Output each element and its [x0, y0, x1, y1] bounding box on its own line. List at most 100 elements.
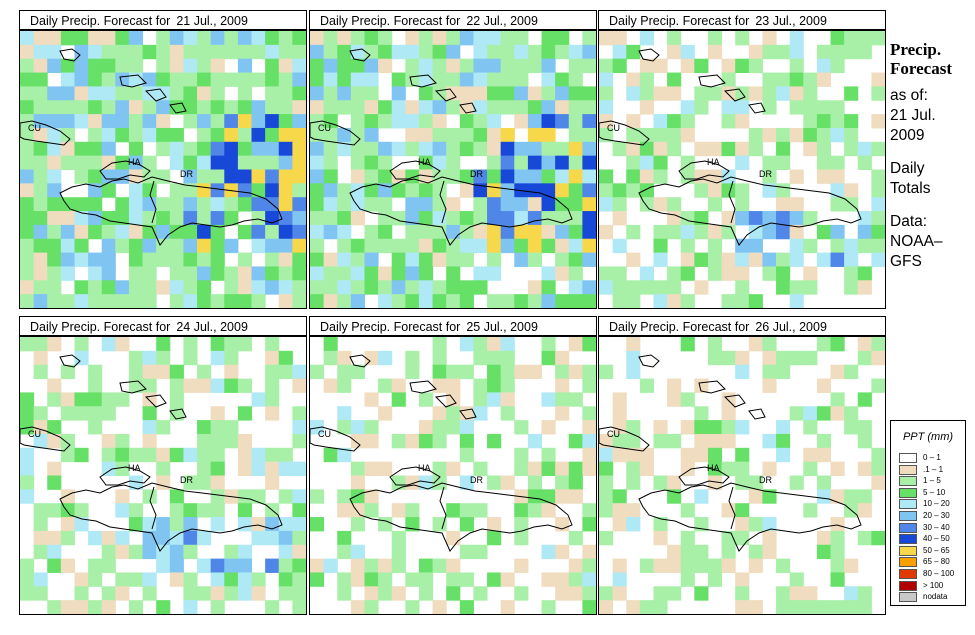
precip-cell	[197, 72, 212, 87]
precip-cell	[47, 183, 62, 198]
precip-cell	[694, 280, 709, 295]
precip-cell	[487, 530, 502, 546]
precip-cell	[364, 600, 379, 614]
precip-cell	[707, 141, 723, 157]
forecast-panel-5: Daily Precip. Forecast for 25 Jul., 2009 …	[309, 316, 597, 616]
precip-cell	[568, 392, 583, 407]
precip-cell	[197, 586, 212, 601]
precip-cell	[816, 544, 832, 560]
precip-cell	[857, 266, 872, 281]
precip-cell	[128, 100, 144, 115]
precip-cell	[169, 238, 184, 254]
precip-cell	[446, 31, 461, 46]
island-outline	[434, 394, 457, 408]
precip-cell	[612, 558, 627, 573]
precip-cell	[169, 31, 184, 46]
precip-cell	[816, 447, 832, 463]
precip-cell	[142, 447, 157, 463]
precip-cell	[735, 503, 750, 518]
precip-cell	[735, 238, 750, 254]
precip-cell	[337, 238, 352, 254]
precip-cell	[60, 392, 75, 407]
precip-cell	[432, 100, 447, 115]
legend-swatch	[899, 522, 917, 533]
precip-cell	[626, 224, 641, 240]
precip-cell	[278, 252, 293, 267]
precip-cell	[183, 44, 198, 60]
precip-cell	[169, 572, 184, 587]
precip-cell	[169, 100, 184, 115]
precip-cell	[748, 489, 763, 504]
precip-cell	[830, 44, 845, 60]
precip-cell	[555, 475, 570, 490]
coastline	[389, 466, 441, 486]
precip-cell	[473, 31, 488, 46]
precip-cell	[418, 294, 434, 308]
precip-cell	[310, 266, 325, 281]
precip-cell	[500, 392, 515, 407]
precip-cell	[337, 86, 352, 101]
precip-cell	[115, 100, 130, 115]
precip-cell	[721, 392, 736, 407]
precip-cell	[88, 558, 103, 573]
precip-cell	[265, 238, 280, 254]
precip-cell	[803, 114, 818, 129]
sidebar-info: Precip. Forecast as of: 21 Jul. 2009 Dai…	[890, 40, 970, 272]
precip-cell	[60, 433, 75, 449]
coastline	[599, 120, 650, 146]
precip-cell	[680, 224, 695, 240]
precip-cell	[514, 169, 529, 184]
precip-cell	[323, 127, 338, 143]
precip-cell	[844, 420, 859, 435]
precip-cell	[694, 252, 709, 267]
precip-cell	[47, 86, 62, 101]
precip-cell	[237, 294, 253, 308]
precip-cell	[337, 364, 352, 380]
precip-cell	[680, 447, 695, 463]
precip-cell	[541, 572, 556, 587]
precip-cell	[871, 337, 885, 352]
precip-cell	[541, 337, 556, 352]
precip-cell	[156, 280, 171, 295]
precip-cell	[555, 114, 570, 129]
precip-cell	[128, 280, 144, 295]
precip-cell	[60, 489, 75, 504]
precip-cell	[210, 350, 225, 366]
precip-cell	[278, 114, 293, 129]
precip-cell	[278, 197, 293, 212]
precip-cell	[142, 517, 157, 532]
precip-cell	[183, 252, 198, 267]
precip-cell	[156, 211, 171, 226]
precip-cell	[541, 141, 556, 157]
precip-cell	[142, 364, 157, 380]
precip-cell	[816, 530, 832, 546]
precip-cell	[582, 252, 596, 267]
precip-cell	[20, 461, 35, 476]
precip-cell	[337, 141, 352, 157]
precip-cell	[20, 100, 35, 115]
precip-cell	[405, 600, 420, 614]
precip-cell	[446, 586, 461, 601]
precip-cell	[473, 197, 488, 212]
precip-cell	[830, 392, 845, 407]
precip-cell	[432, 337, 447, 352]
island-outline	[459, 102, 477, 114]
precip-cell	[74, 503, 89, 518]
precip-cell	[278, 31, 293, 46]
precip-cell	[88, 266, 103, 281]
precip-cell	[487, 72, 502, 87]
precip-cell	[337, 572, 352, 587]
precip-cell	[680, 155, 695, 170]
precip-cell	[844, 183, 859, 198]
precip-cell	[142, 114, 157, 129]
precip-cell	[432, 31, 447, 46]
precip-cell	[555, 169, 570, 184]
precip-cell	[405, 44, 420, 60]
precip-cell	[612, 211, 627, 226]
precip-cell	[337, 127, 352, 143]
precip-cell	[115, 114, 130, 129]
precip-cell	[432, 211, 447, 226]
precip-cell	[115, 586, 130, 601]
panel-title: Daily Precip. Forecast for 22 Jul., 2009	[309, 10, 597, 30]
precip-cell	[582, 31, 596, 46]
